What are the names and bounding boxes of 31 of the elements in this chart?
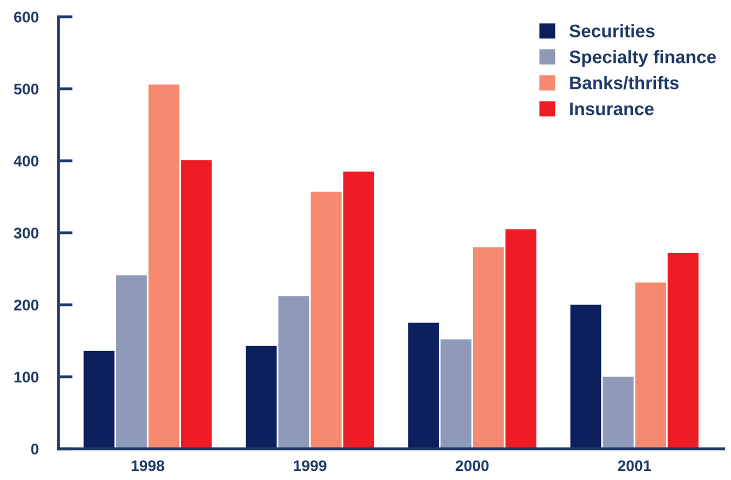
bar [310, 192, 342, 449]
legend-label: Securities [569, 24, 655, 38]
y-tick-label: 600 [14, 12, 38, 22]
bar [278, 296, 310, 449]
x-tick-label: 2000 [456, 460, 489, 472]
bar [246, 346, 277, 449]
legend-label: Insurance [570, 102, 654, 116]
bar [602, 376, 634, 449]
y-tick-label: 100 [14, 372, 38, 382]
x-tick-label: 2001 [618, 460, 652, 472]
bar [343, 172, 374, 449]
bar [570, 304, 602, 449]
legend-label: Specialty finance [569, 50, 716, 67]
bar [408, 322, 439, 449]
bar [84, 350, 114, 449]
y-tick-label: 300 [14, 228, 38, 239]
x-tick-label: 1999 [294, 460, 326, 472]
x-tick-label: 1998 [132, 460, 164, 472]
y-tick-label: 500 [14, 84, 38, 94]
y-tick-label: 200 [14, 300, 38, 310]
bar [668, 252, 699, 449]
legend-label: Banks/thrifts [570, 76, 679, 90]
bar [116, 275, 147, 449]
bar [473, 247, 504, 449]
y-tick-label: 400 [14, 156, 38, 166]
bar [505, 229, 536, 449]
bar [440, 339, 472, 449]
bar [635, 282, 666, 449]
bar [180, 160, 212, 449]
bar [148, 84, 180, 449]
y-tick-label: 0 [31, 444, 38, 454]
